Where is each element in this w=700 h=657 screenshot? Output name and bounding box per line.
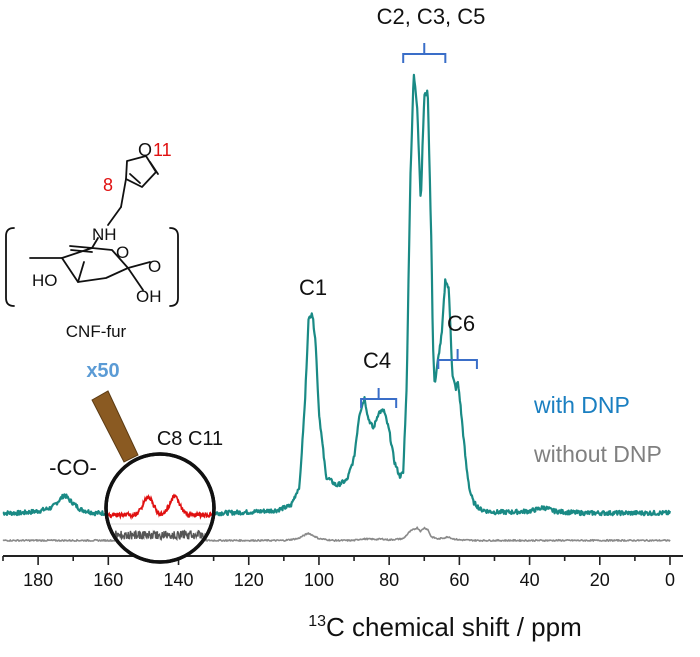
- peak-bracket: [402, 43, 447, 63]
- x-tick-label: 160: [93, 570, 123, 590]
- atom-o-linkage: O: [148, 257, 161, 276]
- inset-with-dnp-trace: [107, 493, 213, 521]
- carbonyl-bond: [69, 245, 93, 249]
- annotation-co: -CO-: [49, 455, 97, 480]
- atom-number-11: 11: [153, 140, 172, 160]
- annotation-c2-c3-c5: C2, C3, C5: [377, 4, 486, 29]
- x-tick-label: 120: [234, 570, 264, 590]
- magnifier-handle: [91, 390, 139, 463]
- peak-bracket: [360, 388, 398, 408]
- atom-number-8: 8: [103, 175, 113, 195]
- furan-double-bond-1: [149, 161, 159, 175]
- inset-without-dnp-trace: [107, 529, 213, 542]
- annotation-c6: C6: [447, 311, 475, 336]
- bond-ho: [77, 261, 85, 283]
- repeat-bracket-left: [5, 227, 15, 307]
- bond-o-right: [127, 261, 151, 269]
- peak-bracket: [437, 349, 478, 369]
- atom-o-furan: O: [138, 140, 152, 160]
- x-tick-label: 140: [164, 570, 194, 590]
- magnification-label: x50: [86, 360, 119, 382]
- atom-o-ring: O: [116, 243, 129, 262]
- atom-oh: OH: [136, 287, 162, 306]
- x-axis-title: 13C chemical shift / ppm: [308, 612, 582, 642]
- bond-ch2-n: [107, 206, 122, 226]
- x-tick-label: 80: [379, 570, 399, 590]
- atom-nh: NH: [92, 225, 117, 244]
- legend-with-dnp: with DNP: [533, 392, 630, 418]
- annotation-c4: C4: [363, 348, 391, 373]
- x-tick-label: 60: [449, 570, 469, 590]
- bond-n-c: [91, 237, 99, 249]
- atom-ho: HO: [32, 271, 58, 290]
- x-axis-ticks: 180 160 140 120 100 80 60 40 20 0: [2, 556, 675, 590]
- furan-ring: [125, 155, 157, 188]
- x-tick-label: 0: [665, 570, 675, 590]
- repeat-bracket-right: [169, 227, 179, 307]
- molecule-caption: CNF-fur: [66, 322, 127, 341]
- furan-double-bond-2: [129, 173, 141, 184]
- bond-c8-ch2: [120, 178, 127, 208]
- peak-brackets: [360, 43, 478, 408]
- x-tick-label: 20: [590, 570, 610, 590]
- x-tick-label: 100: [304, 570, 334, 590]
- inset-label: C8 C11: [157, 428, 223, 450]
- x-tick-label: 40: [520, 570, 540, 590]
- annotation-c1: C1: [299, 275, 327, 300]
- magnifier-rim: [104, 452, 216, 564]
- legend-without-dnp: without DNP: [533, 441, 662, 467]
- bond-oh: [127, 267, 144, 291]
- x-tick-label: 180: [23, 570, 53, 590]
- cnf-fur-molecule: [5, 155, 179, 307]
- without-dnp-trace: [2, 526, 671, 542]
